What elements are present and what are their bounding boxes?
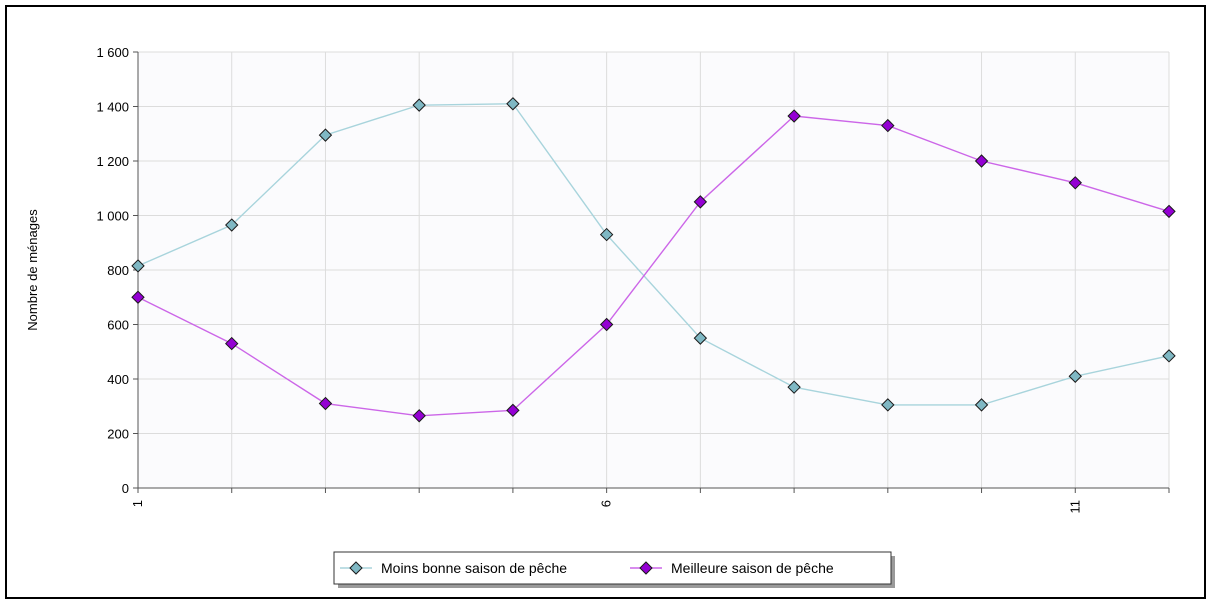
y-tick-label: 600 xyxy=(107,318,129,333)
series-1-marker xyxy=(881,398,895,412)
y-tick-label: 200 xyxy=(107,427,129,442)
series-2-marker xyxy=(974,154,989,168)
series-2-marker xyxy=(318,396,333,411)
series-2-marker xyxy=(225,336,239,351)
series-1-marker xyxy=(412,98,426,112)
series-1-marker xyxy=(225,218,239,232)
series-1-marker xyxy=(1162,349,1176,363)
series-line-1 xyxy=(137,103,1170,406)
legend-marker-2 xyxy=(639,561,653,575)
x-tick-label: 1 xyxy=(130,500,145,507)
y-tick-label: 1 600 xyxy=(96,45,129,60)
x-tick-label: 6 xyxy=(599,500,614,507)
series-1-marker xyxy=(318,128,333,142)
series-1-marker xyxy=(131,259,145,273)
y-tick-label: 800 xyxy=(107,263,129,278)
series-2-marker xyxy=(506,403,520,418)
series-1-marker xyxy=(787,380,801,394)
series-2-marker xyxy=(1068,176,1082,190)
series-2-marker xyxy=(881,118,895,133)
y-tick-label: 1 200 xyxy=(96,154,129,169)
series-2-marker xyxy=(693,195,708,209)
x-axis-tick-labels: 1 6 11 xyxy=(130,500,1082,514)
y-tick-label: 400 xyxy=(107,372,129,387)
y-tick-label: 1 000 xyxy=(96,209,129,224)
legend-label-1: Moins bonne saison de pêche xyxy=(381,560,567,576)
series-2-marker xyxy=(787,109,801,123)
y-tick-label: 1 400 xyxy=(96,100,129,115)
series-markers xyxy=(131,97,1176,423)
series-2-marker xyxy=(412,409,426,423)
y-axis-tick-labels: 0 200 400 600 800 1 000 1 200 1 400 1 600 xyxy=(96,45,129,496)
legend-box xyxy=(333,551,892,585)
series-2-marker xyxy=(1162,204,1176,219)
series-1-marker xyxy=(1068,369,1082,383)
legend-label-2: Meilleure saison de pêche xyxy=(671,560,834,576)
legend-entries: Moins bonne saison de pêche Meilleure sai… xyxy=(340,560,834,576)
y-tick-label: 0 xyxy=(122,481,129,496)
series-2-marker xyxy=(599,317,614,332)
series-lines xyxy=(137,103,1170,417)
legend-marker-1 xyxy=(349,561,363,575)
series-2-marker xyxy=(131,290,145,304)
legend: Moins bonne saison de pêche Meilleure sai… xyxy=(333,551,895,588)
series-line-2 xyxy=(137,115,1170,417)
series-1-marker xyxy=(974,398,989,412)
series-1-marker xyxy=(599,227,614,242)
y-axis-label: Nombre de ménages xyxy=(25,209,40,331)
series-1-marker xyxy=(506,97,520,111)
series-1-marker xyxy=(693,331,708,345)
chart-border xyxy=(5,5,1206,599)
x-tick-label: 11 xyxy=(1067,500,1082,514)
